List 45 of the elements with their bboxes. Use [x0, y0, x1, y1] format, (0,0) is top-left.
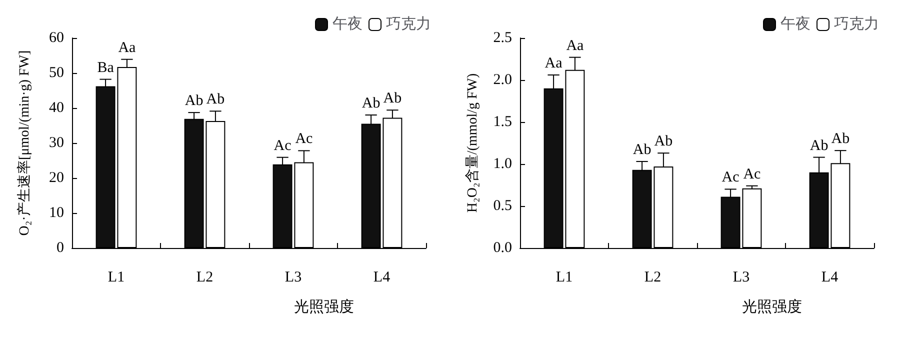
x-tick-label: L1: [556, 270, 573, 286]
y-axis-title: H₂O₂含量/(mmol/g FW): [464, 73, 480, 213]
data-label: Ac: [722, 170, 740, 186]
data-label: Aa: [566, 38, 584, 54]
x-axis-title: 光照强度: [742, 298, 802, 316]
legend-label: 巧克力: [834, 16, 879, 32]
y-tick-label: 0: [56, 240, 64, 256]
data-label: Ab: [362, 96, 380, 112]
x-tick-label: L3: [284, 270, 302, 286]
data-label: Ab: [654, 134, 673, 150]
y-tick-label: 2.5: [493, 30, 512, 46]
y-tick-label: 60: [49, 30, 64, 46]
x-tick-label: L4: [821, 270, 839, 286]
y-tick-label: 0.5: [493, 198, 512, 214]
x-tick-label: L1: [108, 270, 125, 286]
data-label: Aa: [544, 55, 563, 72]
y-axis-title: O₂·产生速率[μmol/(min·g) FW]: [16, 50, 32, 236]
x-tick-label: L2: [196, 270, 214, 286]
data-label: Ac: [274, 138, 292, 154]
legend-label: 巧克力: [386, 16, 431, 32]
x-axis-title: 光照强度: [294, 298, 354, 316]
y-tick-label: 1.5: [493, 114, 512, 130]
y-tick-label: 0.0: [493, 240, 512, 256]
x-tick-label: L4: [373, 270, 391, 286]
data-label: Ab: [206, 92, 225, 108]
x-tick-label: L3: [732, 270, 750, 286]
data-label: Ab: [810, 138, 828, 154]
data-label: Ab: [831, 131, 850, 148]
data-label: Ac: [743, 166, 762, 182]
y-tick-label: 30: [49, 135, 64, 151]
data-label: Ba: [97, 60, 114, 76]
y-tick-label: 2.0: [493, 72, 512, 88]
y-tick-label: 50: [49, 65, 64, 81]
x-tick-label: L2: [644, 270, 662, 286]
y-tick-label: 20: [49, 170, 64, 186]
legend-label: 午夜: [780, 16, 810, 32]
data-label: Ab: [383, 90, 402, 107]
data-label: Ab: [632, 142, 652, 158]
legend-label: 午夜: [332, 16, 362, 32]
data-label: Ab: [184, 93, 204, 110]
y-tick-label: 10: [49, 205, 64, 221]
data-label: Ac: [295, 131, 314, 148]
y-tick-label: 40: [49, 100, 64, 116]
data-label: Aa: [118, 40, 136, 56]
y-tick-label: 1.0: [493, 156, 512, 172]
